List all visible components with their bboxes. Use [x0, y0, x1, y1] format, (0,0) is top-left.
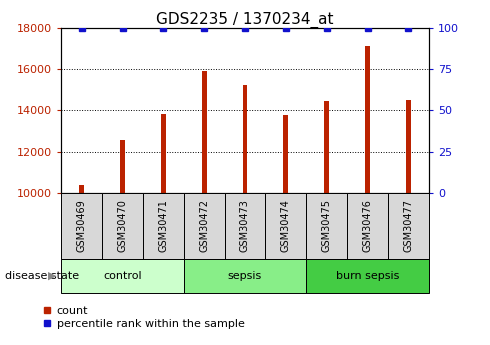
Text: GSM30472: GSM30472 — [199, 199, 209, 253]
Text: disease state: disease state — [5, 271, 79, 281]
Bar — [184, 193, 224, 259]
Text: sepsis: sepsis — [228, 271, 262, 281]
Bar — [202, 71, 207, 193]
Bar — [406, 100, 411, 193]
Bar — [120, 140, 125, 193]
Text: GSM30475: GSM30475 — [321, 199, 332, 253]
Bar — [306, 193, 347, 259]
Bar — [306, 259, 429, 293]
Bar — [61, 193, 102, 259]
Bar — [79, 185, 84, 193]
Text: GSM30474: GSM30474 — [281, 199, 291, 253]
Text: GSM30473: GSM30473 — [240, 199, 250, 253]
Legend: count, percentile rank within the sample: count, percentile rank within the sample — [42, 306, 245, 329]
Bar — [365, 46, 370, 193]
Bar — [266, 193, 306, 259]
Bar — [184, 259, 306, 293]
Title: GDS2235 / 1370234_at: GDS2235 / 1370234_at — [156, 11, 334, 28]
Text: burn sepsis: burn sepsis — [336, 271, 399, 281]
Bar — [324, 101, 329, 193]
Bar — [347, 193, 388, 259]
Text: control: control — [103, 271, 142, 281]
Bar — [243, 85, 247, 193]
Text: GSM30470: GSM30470 — [118, 199, 127, 253]
Bar — [61, 259, 184, 293]
Bar — [102, 193, 143, 259]
Bar — [224, 193, 266, 259]
Text: GSM30469: GSM30469 — [76, 200, 87, 252]
Bar — [283, 115, 288, 193]
Text: GSM30471: GSM30471 — [158, 199, 169, 253]
Bar — [388, 193, 429, 259]
Bar — [161, 114, 166, 193]
Text: GSM30476: GSM30476 — [363, 199, 372, 253]
Bar — [143, 193, 184, 259]
Text: GSM30477: GSM30477 — [403, 199, 414, 253]
Text: ▶: ▶ — [48, 271, 56, 281]
